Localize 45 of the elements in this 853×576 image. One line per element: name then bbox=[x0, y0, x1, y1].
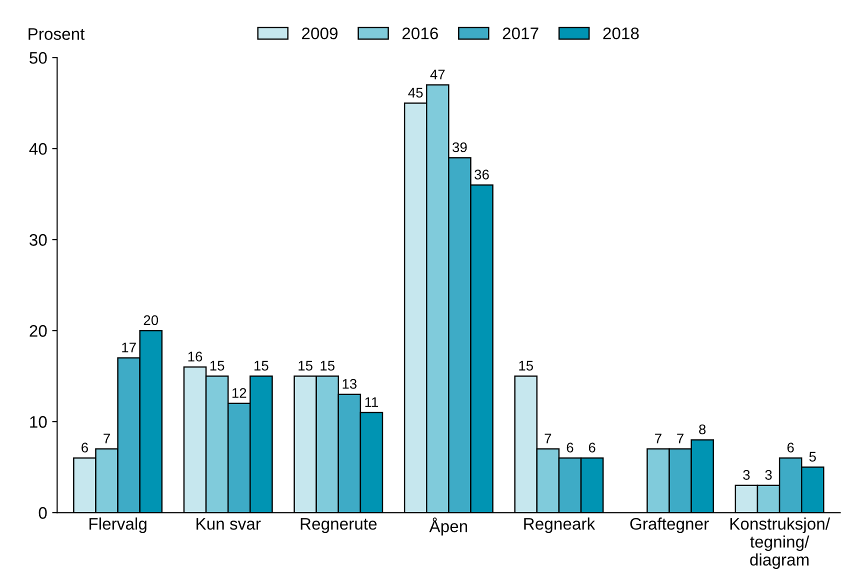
data-label: 11 bbox=[365, 397, 378, 407]
x-tick-label: Flervalg bbox=[90, 518, 146, 534]
data-label: 6 bbox=[588, 442, 596, 453]
legend-label: 2009 bbox=[302, 28, 338, 40]
data-label: 7 bbox=[544, 434, 552, 444]
data-label: 15 bbox=[320, 360, 335, 371]
data-label: 7 bbox=[104, 434, 110, 444]
legend-label: 2016 bbox=[402, 28, 438, 40]
data-label: 47 bbox=[430, 70, 445, 80]
y-tick-label: 0 bbox=[38, 507, 47, 519]
y-tick-label: 10 bbox=[30, 416, 47, 428]
x-tick-label: Kun svar bbox=[196, 518, 261, 530]
data-label: 7 bbox=[655, 434, 662, 444]
data-label: 8 bbox=[699, 424, 706, 434]
data-label: 15 bbox=[519, 360, 534, 371]
data-label: 15 bbox=[254, 360, 268, 371]
y-axis-title: Prosent bbox=[28, 28, 85, 40]
data-label: 5 bbox=[809, 452, 816, 462]
y-tick-label: 20 bbox=[30, 325, 47, 337]
legend-label: 2018 bbox=[603, 28, 639, 40]
data-label: 17 bbox=[122, 342, 136, 352]
y-tick-label: 40 bbox=[29, 143, 47, 155]
data-label: 16 bbox=[188, 352, 202, 362]
data-label: 36 bbox=[474, 170, 489, 180]
y-tick-label: 50 bbox=[30, 52, 47, 64]
x-tick-label: Konstruksjon/ tegning/ diagram bbox=[730, 518, 830, 569]
data-label: 15 bbox=[298, 360, 312, 371]
data-label: 13 bbox=[342, 378, 357, 389]
data-label: 3 bbox=[765, 470, 772, 480]
x-tick-label: Regneark bbox=[524, 518, 596, 534]
data-label: 6 bbox=[566, 442, 574, 453]
data-label: 15 bbox=[210, 360, 224, 371]
x-tick-label: Åpen bbox=[429, 518, 468, 536]
data-label: 3 bbox=[743, 470, 750, 480]
x-tick-label: Graftegner bbox=[630, 518, 709, 534]
data-label: 45 bbox=[408, 88, 423, 98]
data-label: 7 bbox=[677, 434, 684, 444]
data-label: 12 bbox=[232, 388, 246, 398]
x-tick-label: Regnerute bbox=[300, 518, 377, 534]
data-label: 39 bbox=[452, 142, 467, 152]
y-tick-label: 30 bbox=[30, 234, 47, 246]
data-label: 6 bbox=[787, 442, 794, 453]
legend-label: 2017 bbox=[502, 28, 538, 40]
data-label: 6 bbox=[82, 442, 88, 453]
data-label: 20 bbox=[144, 315, 158, 326]
